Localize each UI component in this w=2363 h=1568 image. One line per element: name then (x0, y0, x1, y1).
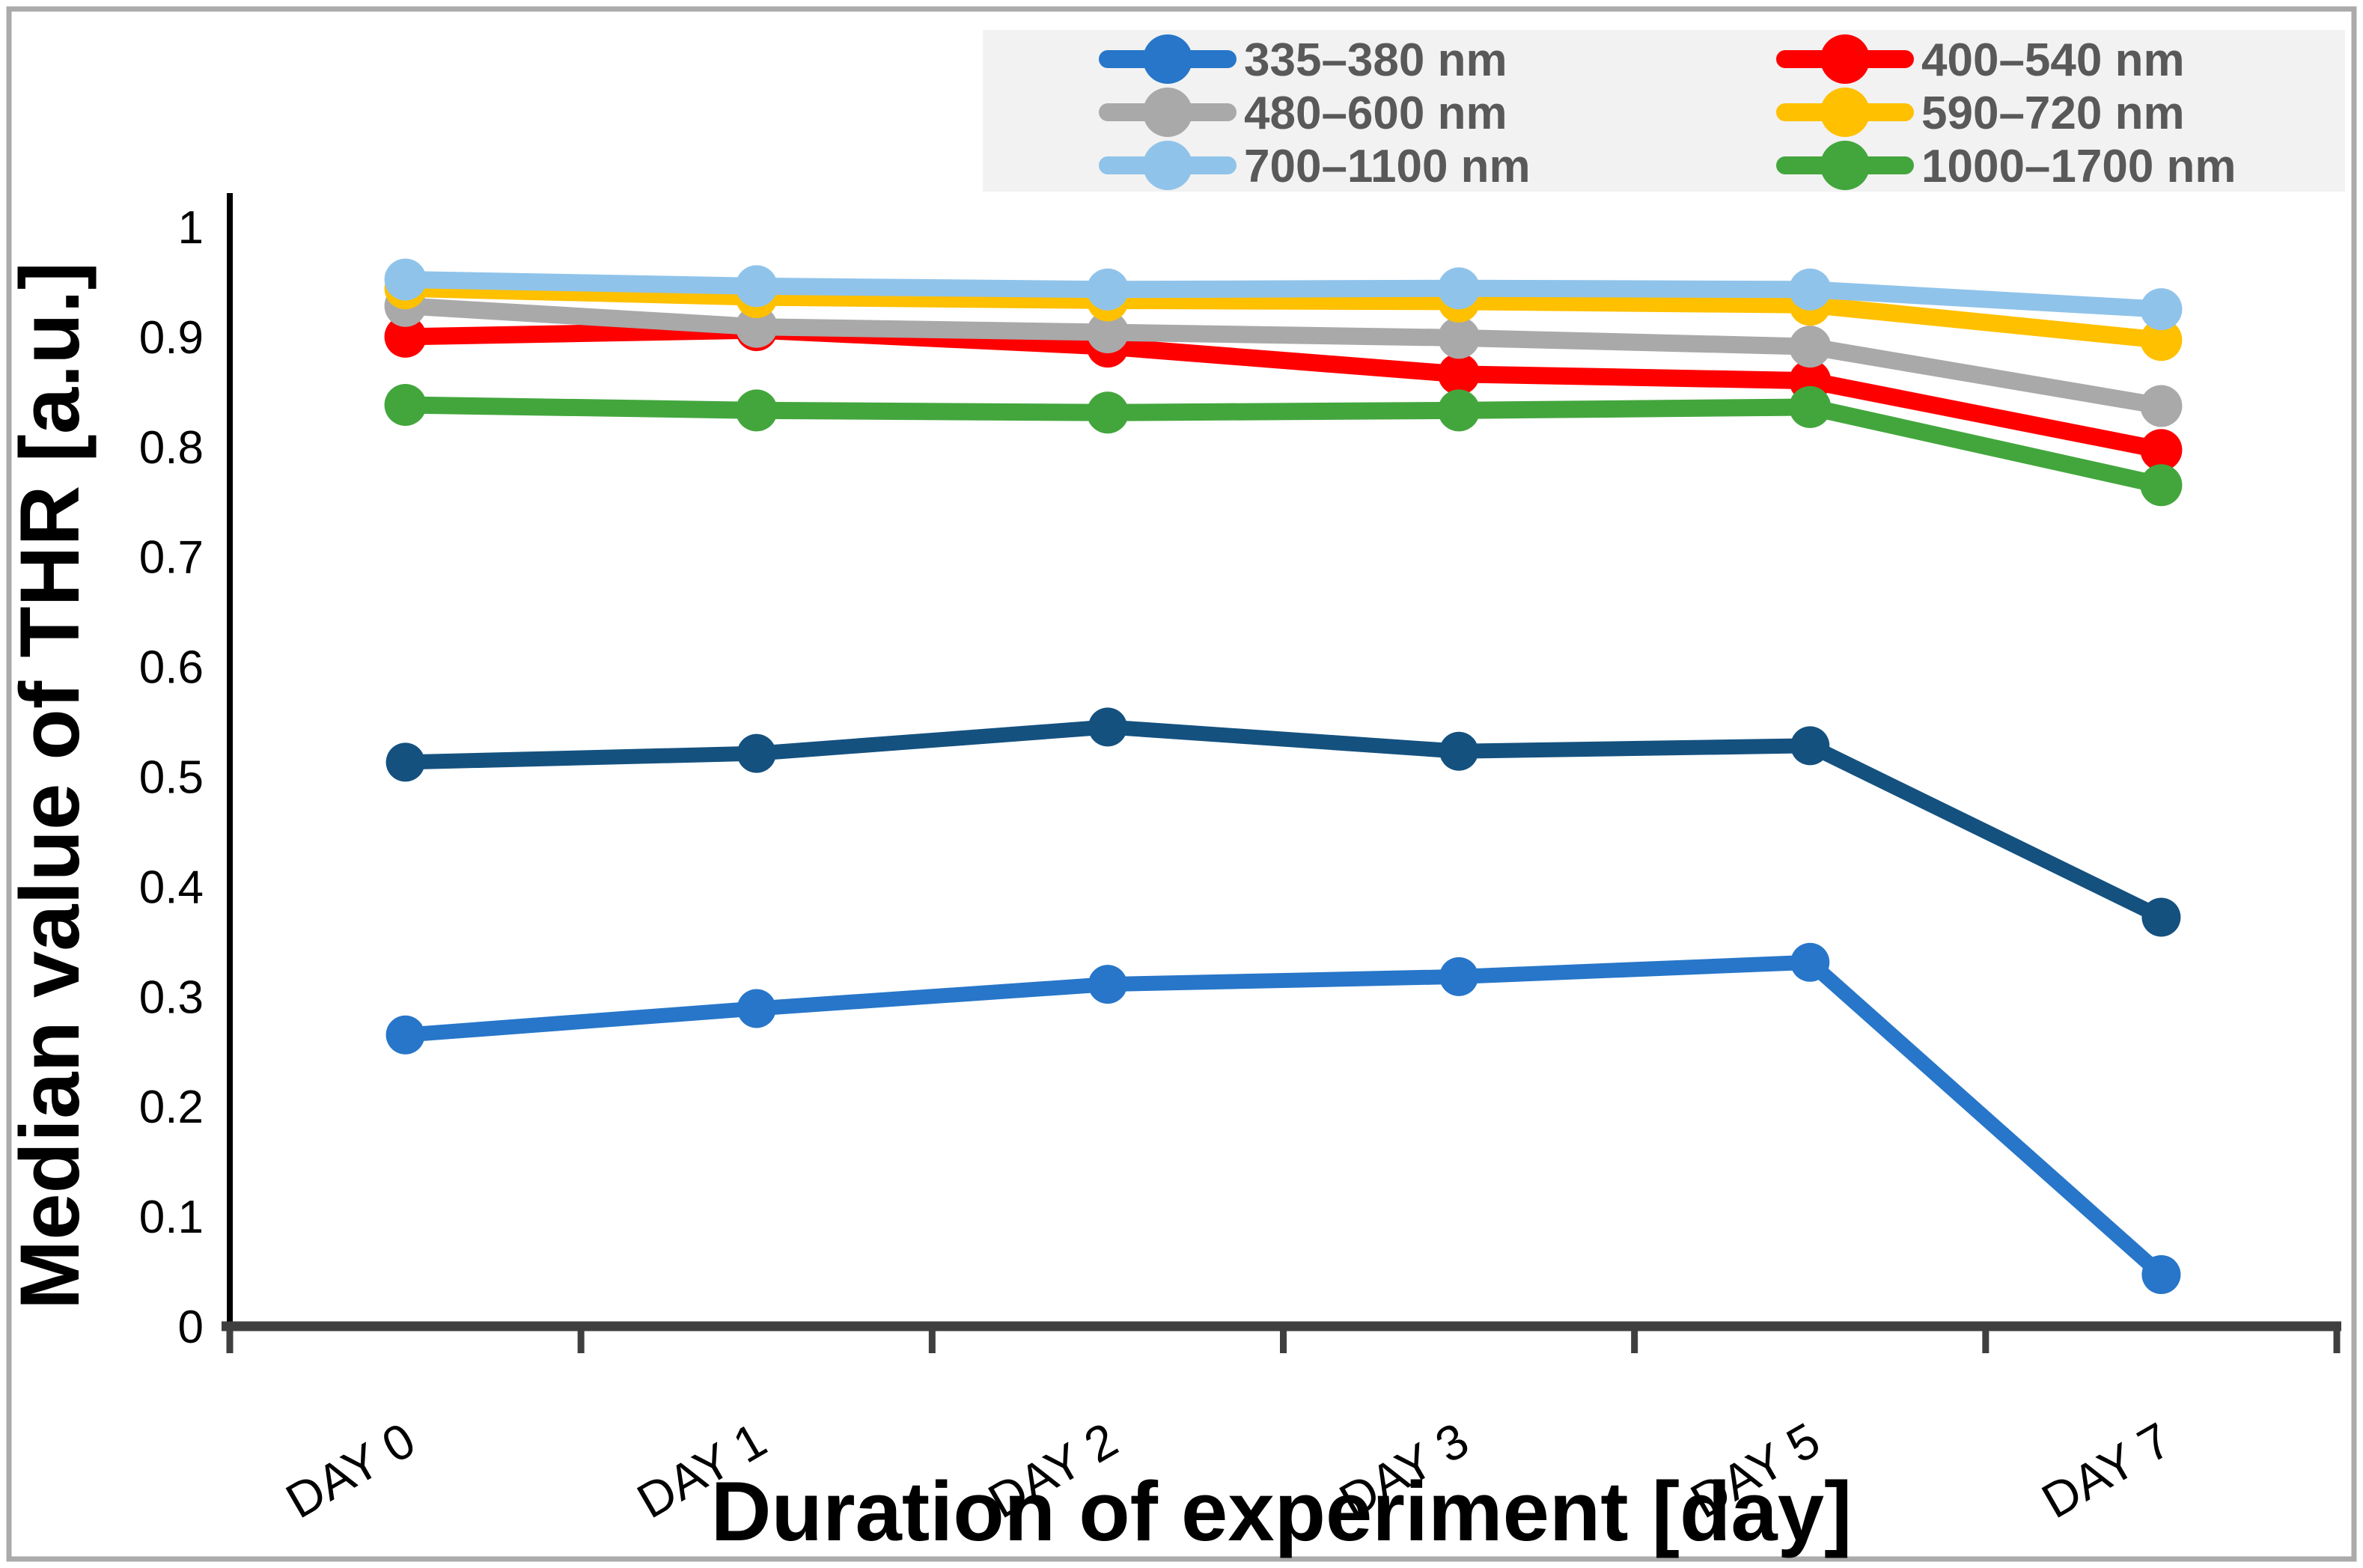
data-point-400-540-nm-day-3 (1438, 353, 1481, 395)
x-axis-title: Duration of experiment [day] (711, 1465, 1853, 1558)
y-tick-label: 1 (178, 202, 204, 254)
series-line-335-380-nm (404, 954, 2167, 1281)
legend-item-400-540-nm: 400–540 nm (1776, 34, 2185, 86)
series-line-700-1100-nm (405, 271, 2162, 318)
data-point-480-600-nm-day-1 (735, 305, 778, 348)
y-tick-label: 0.3 (139, 971, 204, 1023)
data-point-590-720-nm-day-7 (2140, 319, 2183, 362)
y-axis-title: Median value of THR [a.u.] (3, 262, 97, 1310)
legend-swatch-dot-icon (1820, 34, 1870, 84)
data-point-700-1100-nm-day-7 (2140, 288, 2183, 331)
legend-item-label: 480–600 nm (1244, 88, 1507, 139)
series-335-380-nm (385, 942, 2181, 1294)
y-tick-label: 0.6 (139, 642, 204, 694)
series-line-590-720-nm (405, 279, 2162, 349)
data-point-unlabeled-series-dark-navy-day-3 (1439, 731, 1479, 771)
data-point-335-380-nm-day-2 (1088, 965, 1127, 1004)
legend-item-label: 590–720 nm (1921, 88, 2185, 139)
legend-swatch-dot-icon (1820, 88, 1870, 137)
data-point-400-540-nm-day-0 (384, 315, 427, 358)
series-700-1100-nm (384, 258, 2183, 331)
x-axis-ticks (226, 1331, 2341, 1353)
legend-item-480-600-nm: 480–600 nm (1099, 88, 1507, 139)
series-unlabeled-series-dark-navy (385, 707, 2181, 937)
data-point-700-1100-nm-day-3 (1438, 267, 1481, 310)
y-tick-label: 0.7 (139, 532, 204, 584)
series-line-480-600-nm (404, 297, 2163, 415)
legend-item-335-380-nm: 335–380 nm (1099, 34, 1507, 86)
data-point-1000-1700-nm-day-1 (735, 389, 778, 432)
legend-item-700-1100-nm: 700–1100 nm (1099, 141, 1531, 192)
x-category-label: DAY 0 (277, 1412, 424, 1528)
y-tick-label: 0.5 (139, 752, 204, 804)
data-point-unlabeled-series-dark-navy-day-2 (1088, 707, 1127, 747)
data-point-335-380-nm-day-5 (1790, 942, 1830, 982)
y-axis-tick-labels: 0 0.1 0.2 0.3 0.4 0.5 0.6 0.7 0.8 0.9 1 (139, 202, 204, 1353)
data-point-unlabeled-series-dark-navy-day-1 (737, 733, 776, 773)
y-tick-label: 0.8 (139, 422, 204, 474)
data-point-700-1100-nm-day-5 (1789, 268, 1832, 311)
data-point-700-1100-nm-day-0 (384, 258, 427, 301)
y-tick-label: 0.9 (139, 312, 204, 364)
series-line-1000-1700-nm (405, 396, 2163, 494)
x-category-label: DAY 7 (2032, 1412, 2180, 1528)
data-point-335-380-nm-day-1 (737, 989, 776, 1028)
data-point-480-600-nm-day-7 (2140, 385, 2183, 427)
legend-swatch-dot-icon (1143, 34, 1192, 84)
data-point-1000-1700-nm-day-2 (1086, 391, 1129, 434)
data-point-unlabeled-series-dark-navy-day-7 (2141, 897, 2181, 937)
plot-series-area (384, 258, 2183, 1294)
data-point-700-1100-nm-day-2 (1086, 268, 1129, 311)
legend-item-label: 400–540 nm (1921, 34, 2185, 86)
legend-item-1000-1700-nm: 1000–1700 nm (1776, 141, 2237, 192)
data-point-400-540-nm-day-7 (2140, 429, 2183, 472)
series-line-unlabeled-series-dark-navy (405, 719, 2165, 924)
legend-swatch-dot-icon (1143, 88, 1192, 137)
data-point-480-600-nm-day-3 (1438, 317, 1481, 359)
data-point-1000-1700-nm-day-5 (1789, 385, 1832, 428)
data-point-480-600-nm-day-5 (1789, 326, 1832, 368)
y-tick-label: 0.4 (139, 861, 204, 913)
data-point-1000-1700-nm-day-0 (384, 383, 427, 426)
legend: 335–380 nm 400–540 nm 480–600 nm 590–720 nm… (1099, 34, 2237, 192)
data-point-335-380-nm-day-3 (1439, 957, 1479, 996)
data-point-unlabeled-series-dark-navy-day-0 (385, 742, 425, 782)
legend-item-label: 335–380 nm (1244, 34, 1507, 86)
series-1000-1700-nm (384, 383, 2183, 507)
data-point-480-600-nm-day-2 (1086, 311, 1129, 354)
figure-border (6, 6, 2357, 1562)
y-tick-label: 0.2 (139, 1082, 204, 1133)
data-point-unlabeled-series-dark-navy-day-5 (1790, 726, 1830, 766)
y-tick-label: 0.1 (139, 1192, 204, 1243)
y-tick-label: 0 (178, 1302, 204, 1353)
legend-item-label: 700–1100 nm (1244, 141, 1531, 192)
data-point-335-380-nm-day-7 (2141, 1254, 2181, 1294)
data-point-1000-1700-nm-day-7 (2140, 464, 2183, 507)
data-point-335-380-nm-day-0 (385, 1015, 425, 1055)
legend-swatch-dot-icon (1820, 141, 1870, 190)
data-point-1000-1700-nm-day-3 (1438, 389, 1481, 432)
legend-swatch-dot-icon (1143, 141, 1192, 190)
legend-item-590-720-nm: 590–720 nm (1776, 88, 2185, 139)
legend-item-label: 1000–1700 nm (1921, 141, 2237, 192)
data-point-700-1100-nm-day-1 (735, 265, 778, 308)
